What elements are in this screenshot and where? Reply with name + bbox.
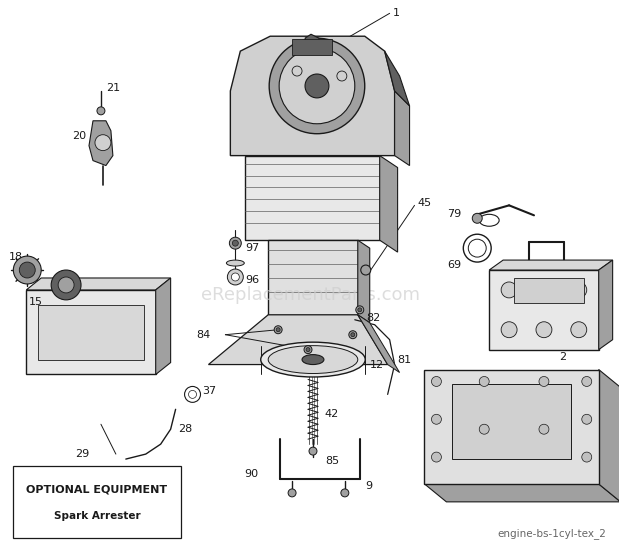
Bar: [292, 39, 332, 55]
Text: 20: 20: [72, 131, 86, 141]
Bar: [425, 370, 599, 484]
Circle shape: [479, 376, 489, 386]
Text: engine-bs-1cyl-tex_2: engine-bs-1cyl-tex_2: [498, 528, 606, 539]
Text: 97: 97: [246, 243, 260, 253]
Circle shape: [288, 489, 296, 497]
Circle shape: [97, 107, 105, 115]
Circle shape: [571, 322, 587, 338]
Circle shape: [432, 452, 441, 462]
Circle shape: [51, 270, 81, 300]
Bar: [453, 385, 571, 459]
Polygon shape: [489, 260, 613, 270]
Ellipse shape: [261, 342, 365, 377]
Circle shape: [228, 269, 243, 285]
Text: 21: 21: [106, 83, 120, 93]
Text: 18: 18: [9, 252, 24, 262]
Polygon shape: [425, 484, 620, 502]
Text: 90: 90: [244, 469, 259, 479]
Circle shape: [472, 213, 482, 223]
Text: 37: 37: [203, 386, 216, 396]
Ellipse shape: [268, 345, 358, 374]
Bar: [14, 466, 180, 538]
Polygon shape: [599, 370, 620, 502]
Circle shape: [356, 306, 364, 314]
Polygon shape: [156, 278, 171, 375]
Polygon shape: [208, 315, 388, 365]
Bar: [26, 290, 156, 375]
Text: 45: 45: [417, 198, 432, 208]
Circle shape: [539, 376, 549, 386]
Text: 12: 12: [370, 360, 384, 370]
Circle shape: [274, 326, 282, 334]
Circle shape: [479, 424, 489, 434]
Circle shape: [361, 265, 371, 275]
Circle shape: [341, 489, 349, 497]
Circle shape: [309, 447, 317, 455]
Text: 81: 81: [397, 355, 412, 365]
Circle shape: [14, 256, 41, 284]
Text: OPTIONAL EQUIPMENT: OPTIONAL EQUIPMENT: [27, 485, 167, 495]
Ellipse shape: [302, 355, 324, 365]
Bar: [514, 278, 584, 303]
Polygon shape: [358, 240, 370, 323]
Polygon shape: [394, 91, 410, 165]
Circle shape: [582, 414, 591, 424]
Circle shape: [539, 424, 549, 434]
Circle shape: [279, 48, 355, 124]
Text: 96: 96: [246, 275, 259, 285]
Circle shape: [305, 74, 329, 98]
Ellipse shape: [226, 260, 244, 266]
Text: 69: 69: [447, 260, 461, 270]
Circle shape: [306, 348, 310, 352]
Circle shape: [582, 376, 591, 386]
Text: 9: 9: [365, 481, 372, 491]
Circle shape: [536, 282, 552, 298]
Circle shape: [304, 345, 312, 354]
Text: 2: 2: [559, 352, 566, 361]
Circle shape: [231, 273, 239, 281]
Polygon shape: [26, 278, 170, 290]
Text: 1: 1: [392, 8, 400, 18]
Circle shape: [269, 38, 365, 134]
Circle shape: [232, 240, 238, 246]
Circle shape: [337, 71, 347, 81]
Polygon shape: [305, 34, 319, 48]
Circle shape: [501, 282, 517, 298]
Text: Spark Arrester: Spark Arrester: [54, 511, 140, 521]
Polygon shape: [89, 121, 113, 165]
Circle shape: [19, 262, 35, 278]
Text: 15: 15: [29, 297, 43, 307]
Circle shape: [582, 452, 591, 462]
Bar: [268, 240, 358, 315]
Text: 85: 85: [325, 456, 339, 466]
Circle shape: [536, 322, 552, 338]
Circle shape: [95, 134, 111, 150]
Text: 28: 28: [179, 424, 193, 434]
Bar: [246, 155, 379, 240]
Circle shape: [571, 282, 587, 298]
Polygon shape: [231, 36, 394, 155]
Text: 84: 84: [196, 329, 210, 340]
Text: 82: 82: [367, 313, 381, 323]
Circle shape: [292, 66, 302, 76]
Circle shape: [276, 328, 280, 332]
Polygon shape: [379, 155, 397, 252]
Text: 42: 42: [325, 409, 339, 419]
Polygon shape: [358, 315, 400, 372]
Circle shape: [229, 237, 241, 249]
Text: eReplacementParts.com: eReplacementParts.com: [200, 286, 420, 304]
Bar: [489, 270, 599, 350]
Circle shape: [358, 308, 361, 312]
Circle shape: [351, 333, 355, 337]
Polygon shape: [384, 51, 410, 106]
Circle shape: [432, 376, 441, 386]
Text: 79: 79: [447, 209, 461, 219]
Circle shape: [501, 322, 517, 338]
Polygon shape: [599, 260, 613, 350]
Text: 29: 29: [75, 449, 89, 459]
Bar: [38, 305, 144, 360]
Circle shape: [58, 277, 74, 293]
Circle shape: [349, 331, 356, 339]
Circle shape: [432, 414, 441, 424]
